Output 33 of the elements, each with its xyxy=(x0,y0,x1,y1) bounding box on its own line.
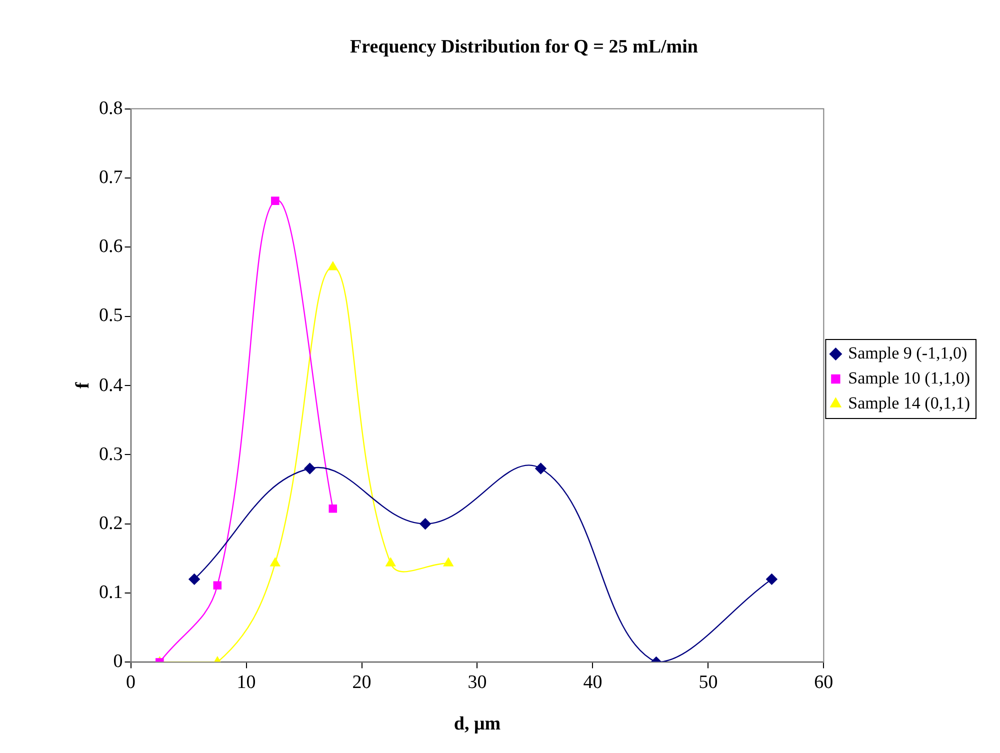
point xyxy=(328,504,338,513)
y-tick-label: 0.7 xyxy=(99,166,123,189)
y-tick-label: 0.1 xyxy=(99,582,123,604)
chart-title: Frequency Distribution for Q = 25 mL/min xyxy=(350,36,698,58)
x-tick-label: 20 xyxy=(352,672,372,694)
x-axis-title: d, μm xyxy=(454,714,501,735)
point xyxy=(304,462,316,474)
point xyxy=(328,262,338,270)
y-tick-label: 0.2 xyxy=(99,512,123,535)
legend-label: Sample 10 (1,1,0) xyxy=(848,368,970,388)
y-tick-label: 0.4 xyxy=(99,374,123,396)
x-tick-label: 10 xyxy=(236,672,256,694)
y-tick-label: 0.8 xyxy=(99,98,123,120)
point xyxy=(535,462,546,474)
legend-label: Sample 9 (-1,1,0) xyxy=(848,343,968,362)
y-axis-title: f xyxy=(72,382,94,389)
point xyxy=(270,558,280,566)
point xyxy=(188,574,200,585)
x-tick-label: 60 xyxy=(814,672,834,694)
point xyxy=(386,558,396,566)
x-tick-label: 30 xyxy=(468,672,487,694)
y-tick-label: 0 xyxy=(113,651,123,674)
y-tick-label: 0.6 xyxy=(99,236,123,258)
y-tick-label: 0.5 xyxy=(99,305,123,328)
point xyxy=(766,574,778,585)
legend-label: Sample 14 (0,1,1) xyxy=(848,393,970,412)
x-tick-label: 50 xyxy=(698,672,718,694)
point xyxy=(443,558,454,566)
point xyxy=(213,581,222,590)
y-tick-label: 0.3 xyxy=(99,444,123,466)
point xyxy=(420,518,431,530)
point xyxy=(271,196,280,205)
x-tick-label: 40 xyxy=(583,672,602,694)
